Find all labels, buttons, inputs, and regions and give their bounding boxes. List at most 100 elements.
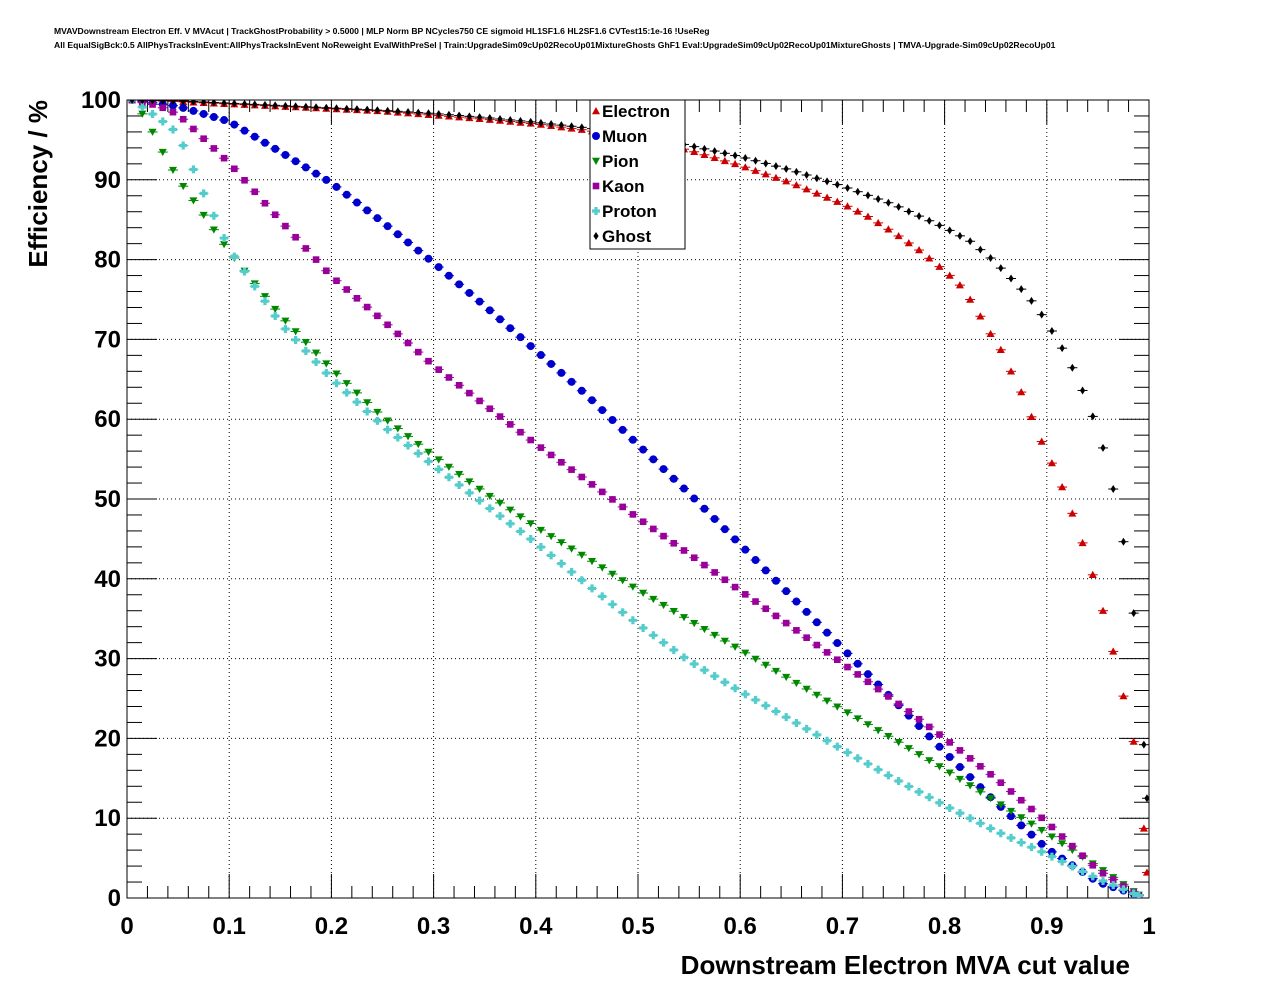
x-tick-label: 0.9 [1030,913,1063,940]
data-point [771,667,780,676]
data-point [281,317,290,325]
data-point [506,324,515,333]
data-point [322,360,331,368]
data-point [854,671,862,678]
data-point [536,543,545,552]
data-point [342,380,351,388]
data-point [282,101,289,110]
data-point [700,504,709,513]
data-point [844,184,851,193]
data-point [771,576,780,585]
data-point [701,144,708,153]
data-point [455,481,464,490]
x-tick-label: 0.8 [928,913,961,940]
data-point [752,598,759,605]
data-point [312,169,321,178]
data-point [843,709,852,717]
data-point [547,533,556,541]
data-point [231,100,237,108]
data-point [896,202,902,211]
data-point [629,511,637,518]
data-point [588,558,597,566]
series-ghost [127,100,1149,803]
data-point [485,492,494,501]
data-point [843,748,852,757]
data-point [415,108,421,117]
data-point [1120,537,1127,546]
data-point [843,649,852,658]
data-point [771,173,780,181]
data-point [1017,388,1026,396]
data-point [1129,737,1138,745]
data-point [1038,814,1045,822]
legend-entry-ghost: Ghost [593,227,651,246]
data-point [894,777,903,786]
data-point [557,559,566,568]
data-point [997,779,1005,786]
data-point [690,620,699,628]
data-point [374,312,381,320]
data-point [915,787,924,796]
data-point [446,110,452,119]
data-point [742,591,749,598]
data-point [312,357,321,366]
data-point [783,164,789,173]
legend-label: Kaon [602,177,645,196]
data-point [333,277,340,285]
data-point [731,684,740,693]
data-point [946,739,954,746]
data-point [434,263,443,272]
axis-ticks [126,99,1150,899]
data-point [1047,833,1056,841]
data-point [393,230,402,239]
data-point [404,339,412,347]
x-axis-label: Downstream Electron MVA cut value [681,950,1130,980]
data-point [496,499,505,507]
data-point [322,267,330,275]
data-point [904,745,913,753]
data-point [874,218,883,227]
data-point [250,282,259,291]
data-point [608,570,617,579]
data-point [312,349,321,357]
data-point [1017,838,1026,847]
data-point [986,329,995,338]
legend-label: Proton [602,202,657,221]
data-point [496,512,505,521]
data-point [1079,852,1086,860]
data-point [168,101,177,110]
data-point [925,723,933,731]
data-point [588,481,596,488]
data-point [874,727,883,735]
data-point [344,104,350,113]
data-point [782,673,791,682]
data-point [1078,867,1087,876]
data-point [955,775,964,784]
data-point [475,496,484,505]
data-point [292,233,299,241]
data-point [526,535,535,544]
data-point [168,125,177,134]
data-point [271,305,280,314]
data-point [1047,459,1056,467]
data-point [1134,891,1143,898]
data-point [547,359,556,368]
data-point [579,123,585,132]
data-point [976,788,985,796]
data-point [588,396,597,405]
data-point [619,503,626,511]
data-point [199,189,208,198]
data-point [252,100,258,109]
data-point [690,660,699,669]
data-point [996,829,1005,838]
data-point [363,303,371,311]
data-point [761,661,770,669]
data-point [833,197,842,205]
data-point [230,120,239,129]
data-point [773,162,779,171]
data-point [833,742,842,751]
data-point [812,618,821,627]
data-point [588,584,597,593]
data-point [476,113,483,122]
data-point [793,167,800,176]
